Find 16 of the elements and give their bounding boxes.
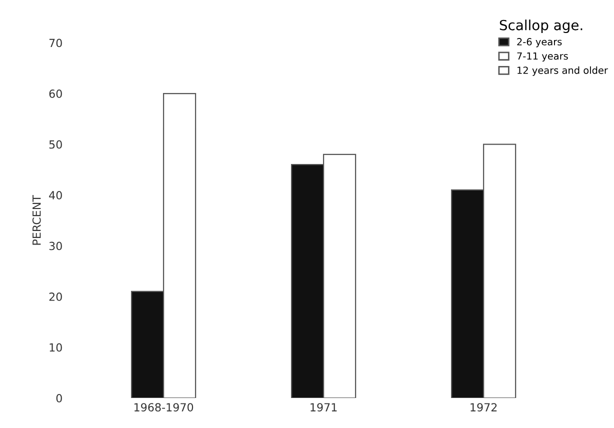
legend-label: 12 years and older [518,66,608,76]
y-tick-label: 30 [49,242,62,250]
x-tick-label: 1968-1970 [134,403,194,412]
y-tick-label: 70 [49,38,62,48]
legend-label: 2-6 years [517,38,562,48]
y-tick-label: 60 [49,90,62,98]
y-tick-label: 20 [49,292,62,301]
legend-label: 7-11 years [517,52,568,62]
y-tick-label: 40 [49,191,62,200]
legend-title: Scallop age. [500,20,582,34]
y-axis-title: PERCENT [32,195,41,245]
x-tick-label: 1971 [310,403,337,412]
y-tick-label: 10 [50,343,62,352]
y-tick-label: 0 [56,394,62,402]
y-tick-label: 50 [49,140,62,149]
x-tick-label: 1972 [470,403,497,412]
